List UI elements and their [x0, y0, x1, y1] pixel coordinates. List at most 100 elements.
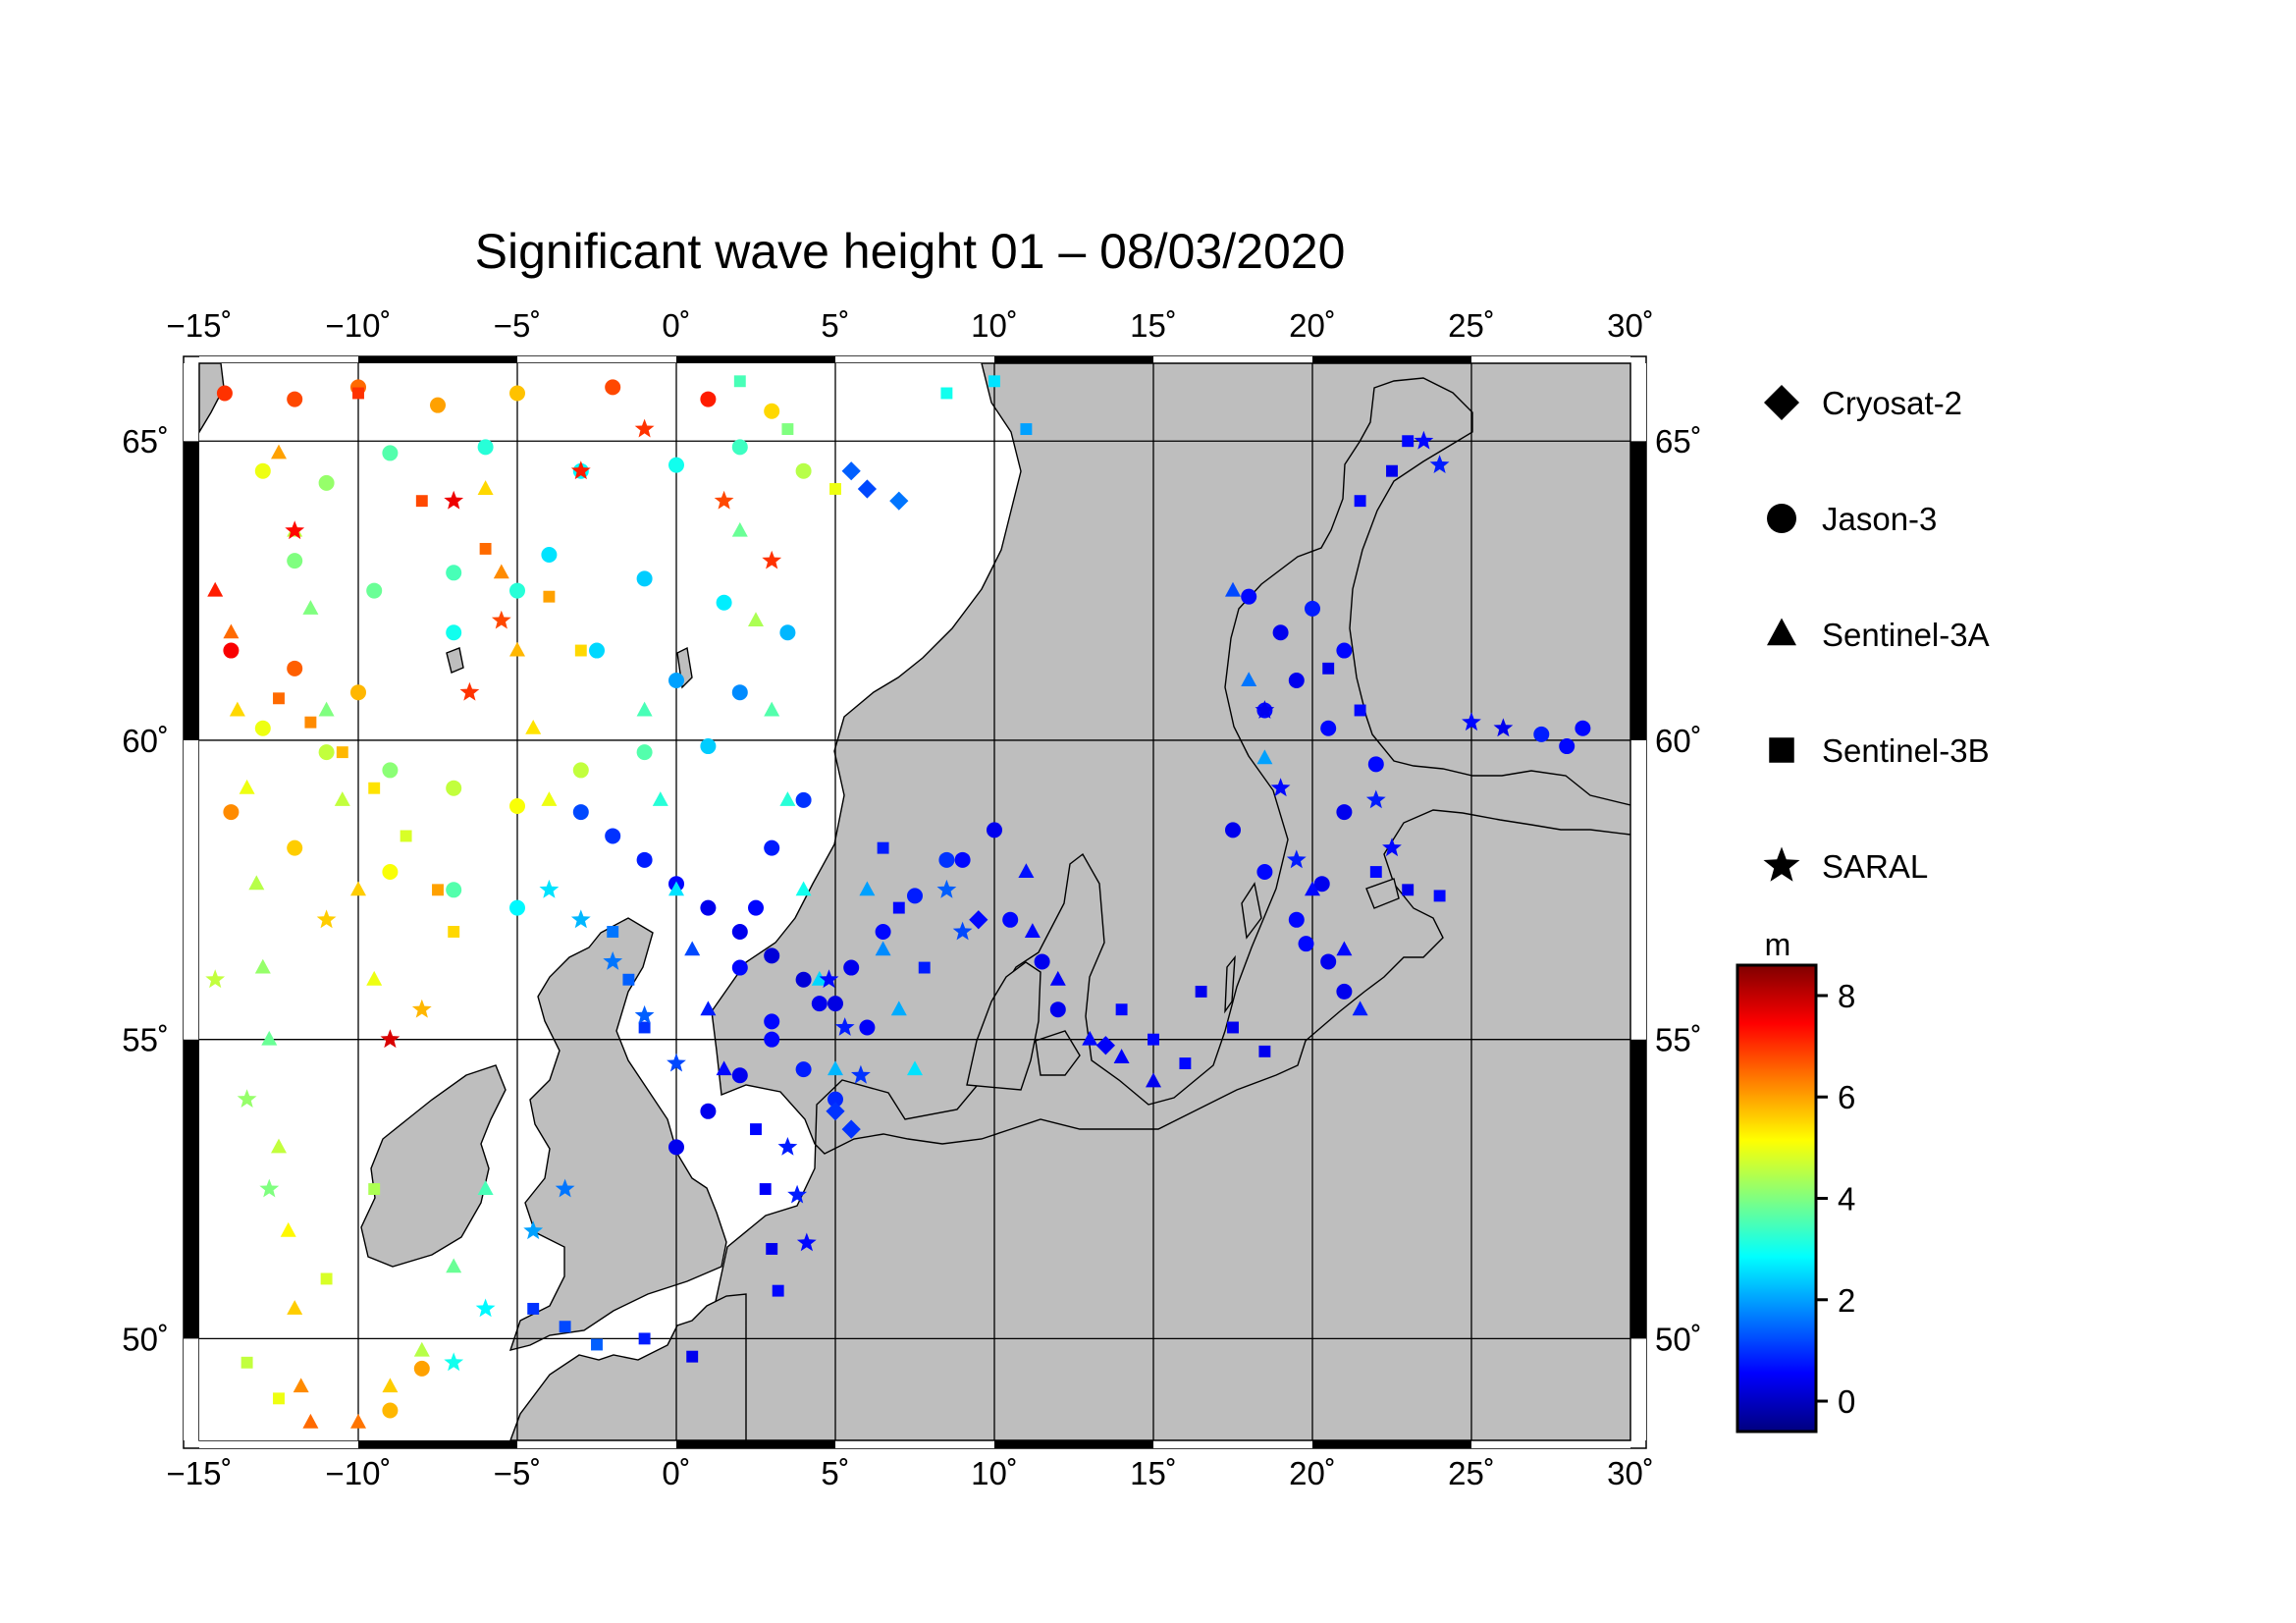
data-point-circle: [859, 1019, 876, 1036]
x-tick-label-bottom: 30˚: [1607, 1455, 1654, 1491]
land-great-britain: [508, 917, 727, 1351]
data-point-circle: [1241, 588, 1257, 605]
data-point-circle: [509, 797, 525, 814]
data-point-square: [559, 1321, 571, 1333]
data-point-triangle: [1305, 881, 1320, 896]
data-point-triangle: [764, 701, 780, 717]
data-point-circle: [700, 1103, 717, 1119]
frame-bar-bottom: [517, 1440, 676, 1448]
data-point-square: [432, 884, 444, 896]
data-point-diamond: [889, 491, 909, 511]
land-denmark: [966, 961, 1041, 1091]
data-point-diamond: [841, 461, 861, 481]
data-point-triangle: [271, 444, 287, 460]
legend-marker-star: [1763, 846, 1800, 882]
data-point-circle: [605, 828, 621, 844]
data-point-circle: [572, 804, 589, 821]
legend-label: Jason-3: [1822, 501, 1937, 537]
data-point-triangle: [493, 564, 509, 579]
x-tick-label-bottom: 5˚: [821, 1455, 849, 1491]
data-point-circle: [731, 1067, 748, 1084]
data-point-triangle: [541, 791, 558, 806]
frame-bar-right: [1630, 441, 1646, 740]
data-point-square: [607, 926, 619, 938]
data-point-square: [781, 423, 794, 435]
data-point-star: [475, 1298, 496, 1318]
chart-title: Significant wave height 01 – 08/03/2020: [475, 224, 1346, 279]
data-point-square: [1020, 423, 1033, 435]
x-tick-label-top: −15˚: [167, 307, 233, 344]
data-point-triangle: [731, 521, 748, 537]
data-point-circle: [668, 457, 684, 473]
data-point-circle: [1002, 911, 1019, 928]
data-point-square: [1386, 464, 1398, 477]
data-point-square: [320, 1272, 333, 1285]
data-point-triangle: [302, 600, 319, 615]
data-point-square: [400, 830, 412, 842]
frame-bar-bottom: [676, 1440, 835, 1448]
data-point-circle: [748, 899, 764, 916]
data-point-star: [491, 610, 511, 629]
legend-item: Cryosat-2: [1764, 385, 1962, 421]
data-point-triangle: [1241, 672, 1257, 687]
data-point-square: [368, 1183, 381, 1195]
data-point-circle: [1320, 953, 1337, 970]
data-point-circle: [287, 391, 303, 407]
data-point-circle: [1288, 911, 1305, 928]
data-point-square: [1354, 495, 1366, 508]
data-point-square: [766, 1243, 778, 1255]
x-tick-label-top: 20˚: [1289, 307, 1336, 344]
data-point-triangle: [509, 641, 525, 657]
data-point-circle: [287, 839, 303, 856]
data-point-circle: [287, 553, 303, 569]
land-oland: [1224, 954, 1236, 1014]
data-point-triangle: [795, 881, 812, 896]
data-point-circle: [382, 1402, 399, 1419]
data-point-triangle: [1082, 1030, 1098, 1046]
data-point-circle: [1288, 673, 1305, 689]
land-scandinavia: [686, 363, 1630, 1440]
data-point-circle: [938, 851, 955, 868]
land-masses: [199, 363, 1630, 1440]
data-point-star: [555, 1178, 575, 1198]
data-point-star: [205, 969, 226, 989]
frame-bar-right: [1630, 1338, 1646, 1440]
data-point-triangle: [1146, 1072, 1161, 1088]
data-point-star: [570, 909, 591, 929]
data-point-square: [527, 1302, 540, 1315]
data-point-star: [667, 1053, 686, 1072]
frame-bar-right: [1630, 1039, 1646, 1339]
data-point-circle: [795, 462, 812, 479]
data-point-circle: [223, 804, 240, 821]
legend-label: Cryosat-2: [1822, 385, 1962, 421]
data-point-square: [1433, 890, 1446, 902]
data-point-triangle: [875, 941, 891, 956]
data-point-circle: [1049, 1001, 1066, 1018]
data-point-star: [634, 418, 655, 438]
data-point-triangle: [334, 791, 350, 806]
data-point-star: [1382, 838, 1402, 857]
data-point-triangle: [271, 1138, 287, 1154]
data-point-star: [285, 520, 305, 540]
data-point-circle: [764, 403, 780, 419]
data-point-circle: [828, 996, 843, 1012]
data-point-circle: [1320, 720, 1337, 736]
frame-bar-top: [835, 356, 994, 364]
x-tick-label-bottom: −5˚: [494, 1455, 542, 1491]
data-point-circle: [446, 624, 462, 641]
data-point-square: [1148, 1033, 1159, 1046]
frame-bar-right: [1630, 363, 1646, 442]
frame-bar-bottom: [835, 1440, 994, 1448]
data-point-triangle: [779, 791, 796, 806]
colorbar-tick-label: 6: [1838, 1079, 1855, 1115]
data-point-circle: [764, 839, 780, 856]
colorbar-gradient: [1735, 963, 1818, 1434]
legend: Cryosat-2 Jason-3 Sentinel-3A Sentinel-3B SA…: [1763, 385, 1990, 885]
x-tick-label-bottom: 20˚: [1289, 1455, 1336, 1491]
y-tick-label-left: 55˚: [122, 1022, 169, 1058]
data-point-triangle: [413, 1341, 430, 1357]
data-point-star: [570, 460, 591, 480]
y-tick-label-left: 50˚: [122, 1321, 169, 1357]
data-point-diamond: [1095, 1036, 1115, 1055]
data-point-circle: [318, 474, 335, 491]
